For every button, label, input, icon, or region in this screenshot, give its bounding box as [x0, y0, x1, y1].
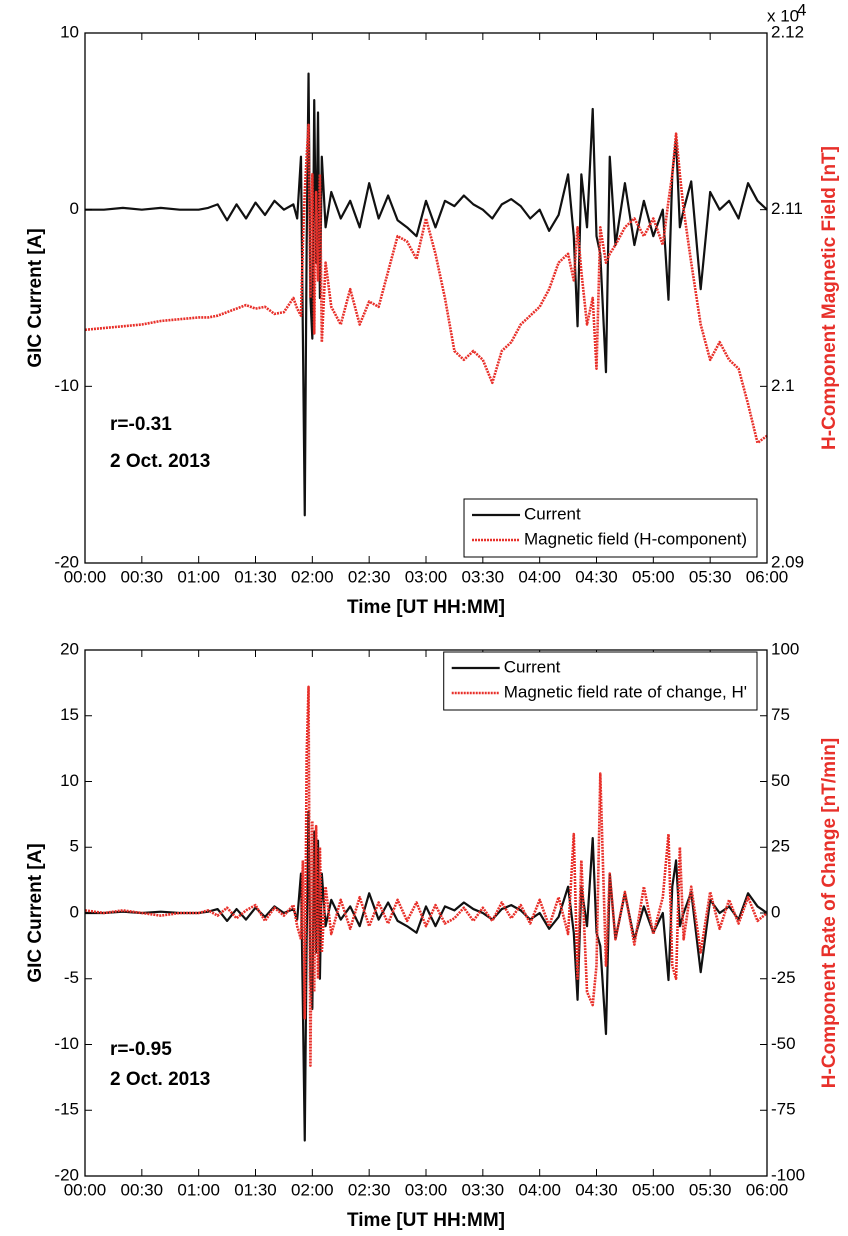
y2-tick-label: 100 — [771, 639, 799, 658]
y-tick-label: -10 — [54, 376, 79, 395]
x-tick-label: 06:00 — [746, 1180, 789, 1199]
x-tick-label: 04:30 — [575, 1180, 618, 1199]
y-tick-label: -20 — [54, 552, 79, 571]
legend-label: Current — [524, 504, 581, 523]
y2-tick-label: 2.09 — [771, 552, 804, 571]
y2-scale-label: x 10 — [767, 6, 799, 25]
annotation: r=-0.95 — [110, 1039, 172, 1060]
legend-label: Magnetic field rate of change, H' — [504, 682, 747, 701]
y-tick-label: -20 — [54, 1165, 79, 1184]
x-tick-label: 02:00 — [291, 567, 334, 586]
plot-frame — [84, 32, 768, 564]
y-tick-label: 10 — [60, 771, 79, 790]
x-tick-label: 04:30 — [575, 567, 618, 586]
legend: Current Magnetic field rate of change, H' — [443, 651, 758, 711]
legend-label: Current — [504, 657, 561, 676]
x-tick-label: 00:30 — [121, 567, 164, 586]
legend: Current Magnetic field (H-component) — [463, 498, 758, 558]
x-tick-label: 04:00 — [518, 1180, 561, 1199]
annotation: 2 Oct. 2013 — [110, 451, 210, 472]
x-tick-label: 02:30 — [348, 567, 391, 586]
y2-tick-label: -75 — [771, 1100, 796, 1119]
y-tick-label: 15 — [60, 705, 79, 724]
y2-tick-label: 2.1 — [771, 376, 795, 395]
y2-tick-label: -50 — [771, 1034, 796, 1053]
x-tick-label: 01:30 — [234, 567, 277, 586]
x-tick-label: 01:00 — [177, 1180, 220, 1199]
y2-tick-label: -25 — [771, 968, 796, 987]
annotation: 2 Oct. 2013 — [110, 1069, 210, 1090]
x-axis-label: Time [UT HH:MM] — [347, 1210, 505, 1231]
y2-tick-label: 50 — [771, 771, 790, 790]
legend-label: Magnetic field (H-component) — [524, 529, 747, 548]
x-tick-label: 02:30 — [348, 1180, 391, 1199]
y2-scale-exponent: 4 — [797, 0, 806, 19]
x-tick-label: 00:00 — [64, 1180, 107, 1199]
x-tick-label: 01:30 — [234, 1180, 277, 1199]
x-tick-label: 00:30 — [121, 1180, 164, 1199]
x-tick-label: 02:00 — [291, 1180, 334, 1199]
x-tick-label: 01:00 — [177, 567, 220, 586]
x-tick-label: 00:00 — [64, 567, 107, 586]
y-tick-label: -5 — [64, 968, 79, 987]
legend-box — [443, 651, 758, 711]
x-tick-label: 03:00 — [405, 1180, 448, 1199]
y-tick-label: 0 — [70, 902, 79, 921]
y-tick-label: 10 — [60, 22, 79, 41]
y-tick-label: 0 — [70, 199, 79, 218]
y-tick-label: -15 — [54, 1100, 79, 1119]
y-tick-label: -10 — [54, 1034, 79, 1053]
y2-axis-label: H-Component Magnetic Field [nT] — [819, 146, 840, 450]
x-tick-label: 04:00 — [518, 567, 561, 586]
y2-tick-label: 0 — [771, 902, 780, 921]
y2-tick-label: -100 — [771, 1165, 805, 1184]
y-tick-label: 20 — [60, 639, 79, 658]
series-line — [84, 123, 768, 445]
series-line — [84, 685, 768, 1067]
y-axis-label: GIC Current [A] — [25, 843, 46, 982]
y2-tick-label: 2.12 — [771, 22, 804, 41]
series-line — [85, 810, 768, 1142]
x-axis-label: Time [UT HH:MM] — [347, 597, 505, 618]
x-tick-label: 03:30 — [462, 567, 505, 586]
x-tick-label: 05:00 — [632, 1180, 675, 1199]
y2-axis-label: H-Component Rate of Change [nT/min] — [819, 738, 840, 1088]
x-tick-label: 03:30 — [462, 1180, 505, 1199]
legend-box — [463, 498, 758, 558]
x-tick-label: 05:30 — [689, 1180, 732, 1199]
y2-tick-label: 2.11 — [771, 199, 803, 218]
x-tick-label: 05:00 — [632, 567, 675, 586]
series-line — [85, 72, 768, 517]
y2-tick-label: 25 — [771, 837, 790, 856]
y-axis-label: GIC Current [A] — [25, 228, 46, 367]
x-tick-label: 06:00 — [746, 567, 789, 586]
x-tick-label: 05:30 — [689, 567, 732, 586]
annotation: r=-0.31 — [110, 414, 172, 435]
y2-tick-label: 75 — [771, 705, 790, 724]
y-tick-label: 5 — [70, 837, 79, 856]
x-tick-label: 03:00 — [405, 567, 448, 586]
